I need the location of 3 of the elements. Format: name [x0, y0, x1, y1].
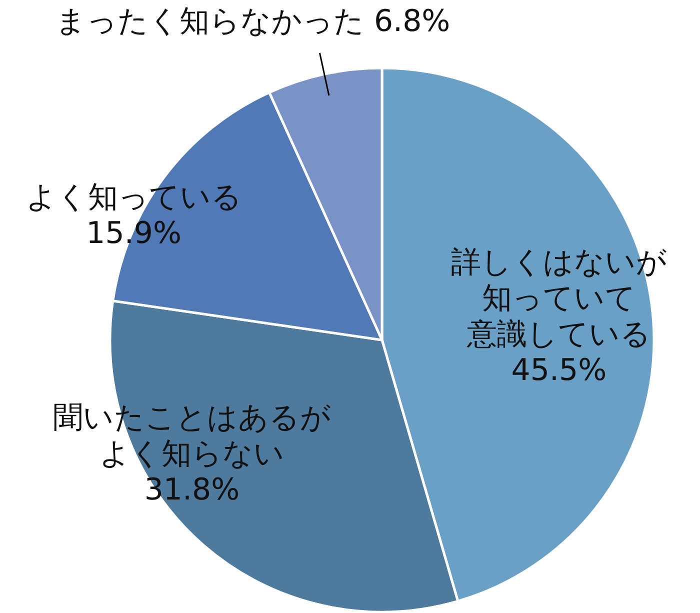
slice-label: よく知っている: [26, 180, 242, 215]
data-label: 45.5%: [511, 353, 607, 388]
slice-label: まったく知らなかった 6.8%: [55, 4, 450, 40]
